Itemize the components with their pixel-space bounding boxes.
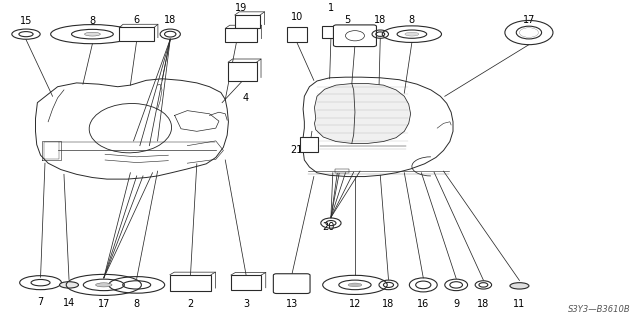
Text: 1: 1 xyxy=(328,3,334,13)
Text: 8: 8 xyxy=(134,299,139,309)
FancyBboxPatch shape xyxy=(333,25,377,47)
Ellipse shape xyxy=(96,283,112,287)
Text: 8: 8 xyxy=(89,16,96,27)
Text: 6: 6 xyxy=(134,15,139,25)
Bar xyxy=(235,15,260,28)
Text: 18: 18 xyxy=(382,299,394,309)
Text: 17: 17 xyxy=(523,15,535,25)
Text: 12: 12 xyxy=(349,299,361,309)
Ellipse shape xyxy=(60,282,79,288)
Bar xyxy=(225,28,257,42)
Text: 16: 16 xyxy=(417,299,429,309)
Text: 8: 8 xyxy=(409,15,415,25)
Text: 10: 10 xyxy=(290,12,303,22)
Bar xyxy=(231,275,261,290)
Text: 2: 2 xyxy=(188,299,193,309)
Text: 5: 5 xyxy=(344,15,351,25)
Bar xyxy=(119,28,154,41)
Text: 17: 17 xyxy=(98,299,110,309)
Text: 9: 9 xyxy=(453,299,459,309)
Bar xyxy=(228,62,257,81)
Text: 18: 18 xyxy=(477,299,489,309)
Ellipse shape xyxy=(348,283,362,287)
Text: 18: 18 xyxy=(164,15,176,25)
Polygon shape xyxy=(314,84,411,143)
Polygon shape xyxy=(303,77,453,177)
Text: 19: 19 xyxy=(235,3,247,13)
Text: 20: 20 xyxy=(322,222,335,232)
Bar xyxy=(322,26,340,38)
Text: S3Y3—B3610B: S3Y3—B3610B xyxy=(567,305,630,314)
Text: 14: 14 xyxy=(63,298,75,308)
Text: 7: 7 xyxy=(37,297,44,307)
Ellipse shape xyxy=(519,28,538,37)
Bar xyxy=(300,137,318,152)
Ellipse shape xyxy=(405,32,419,36)
Text: 13: 13 xyxy=(285,299,298,309)
FancyBboxPatch shape xyxy=(273,274,310,293)
Text: 3: 3 xyxy=(243,299,249,309)
Text: 15: 15 xyxy=(20,16,32,27)
Text: 21: 21 xyxy=(291,146,303,156)
Polygon shape xyxy=(36,79,228,179)
Bar xyxy=(170,275,211,291)
Ellipse shape xyxy=(510,283,529,289)
Text: 11: 11 xyxy=(514,299,526,309)
Text: 18: 18 xyxy=(374,15,386,25)
Text: 4: 4 xyxy=(242,93,249,103)
Bar xyxy=(287,27,307,42)
Ellipse shape xyxy=(84,32,100,36)
